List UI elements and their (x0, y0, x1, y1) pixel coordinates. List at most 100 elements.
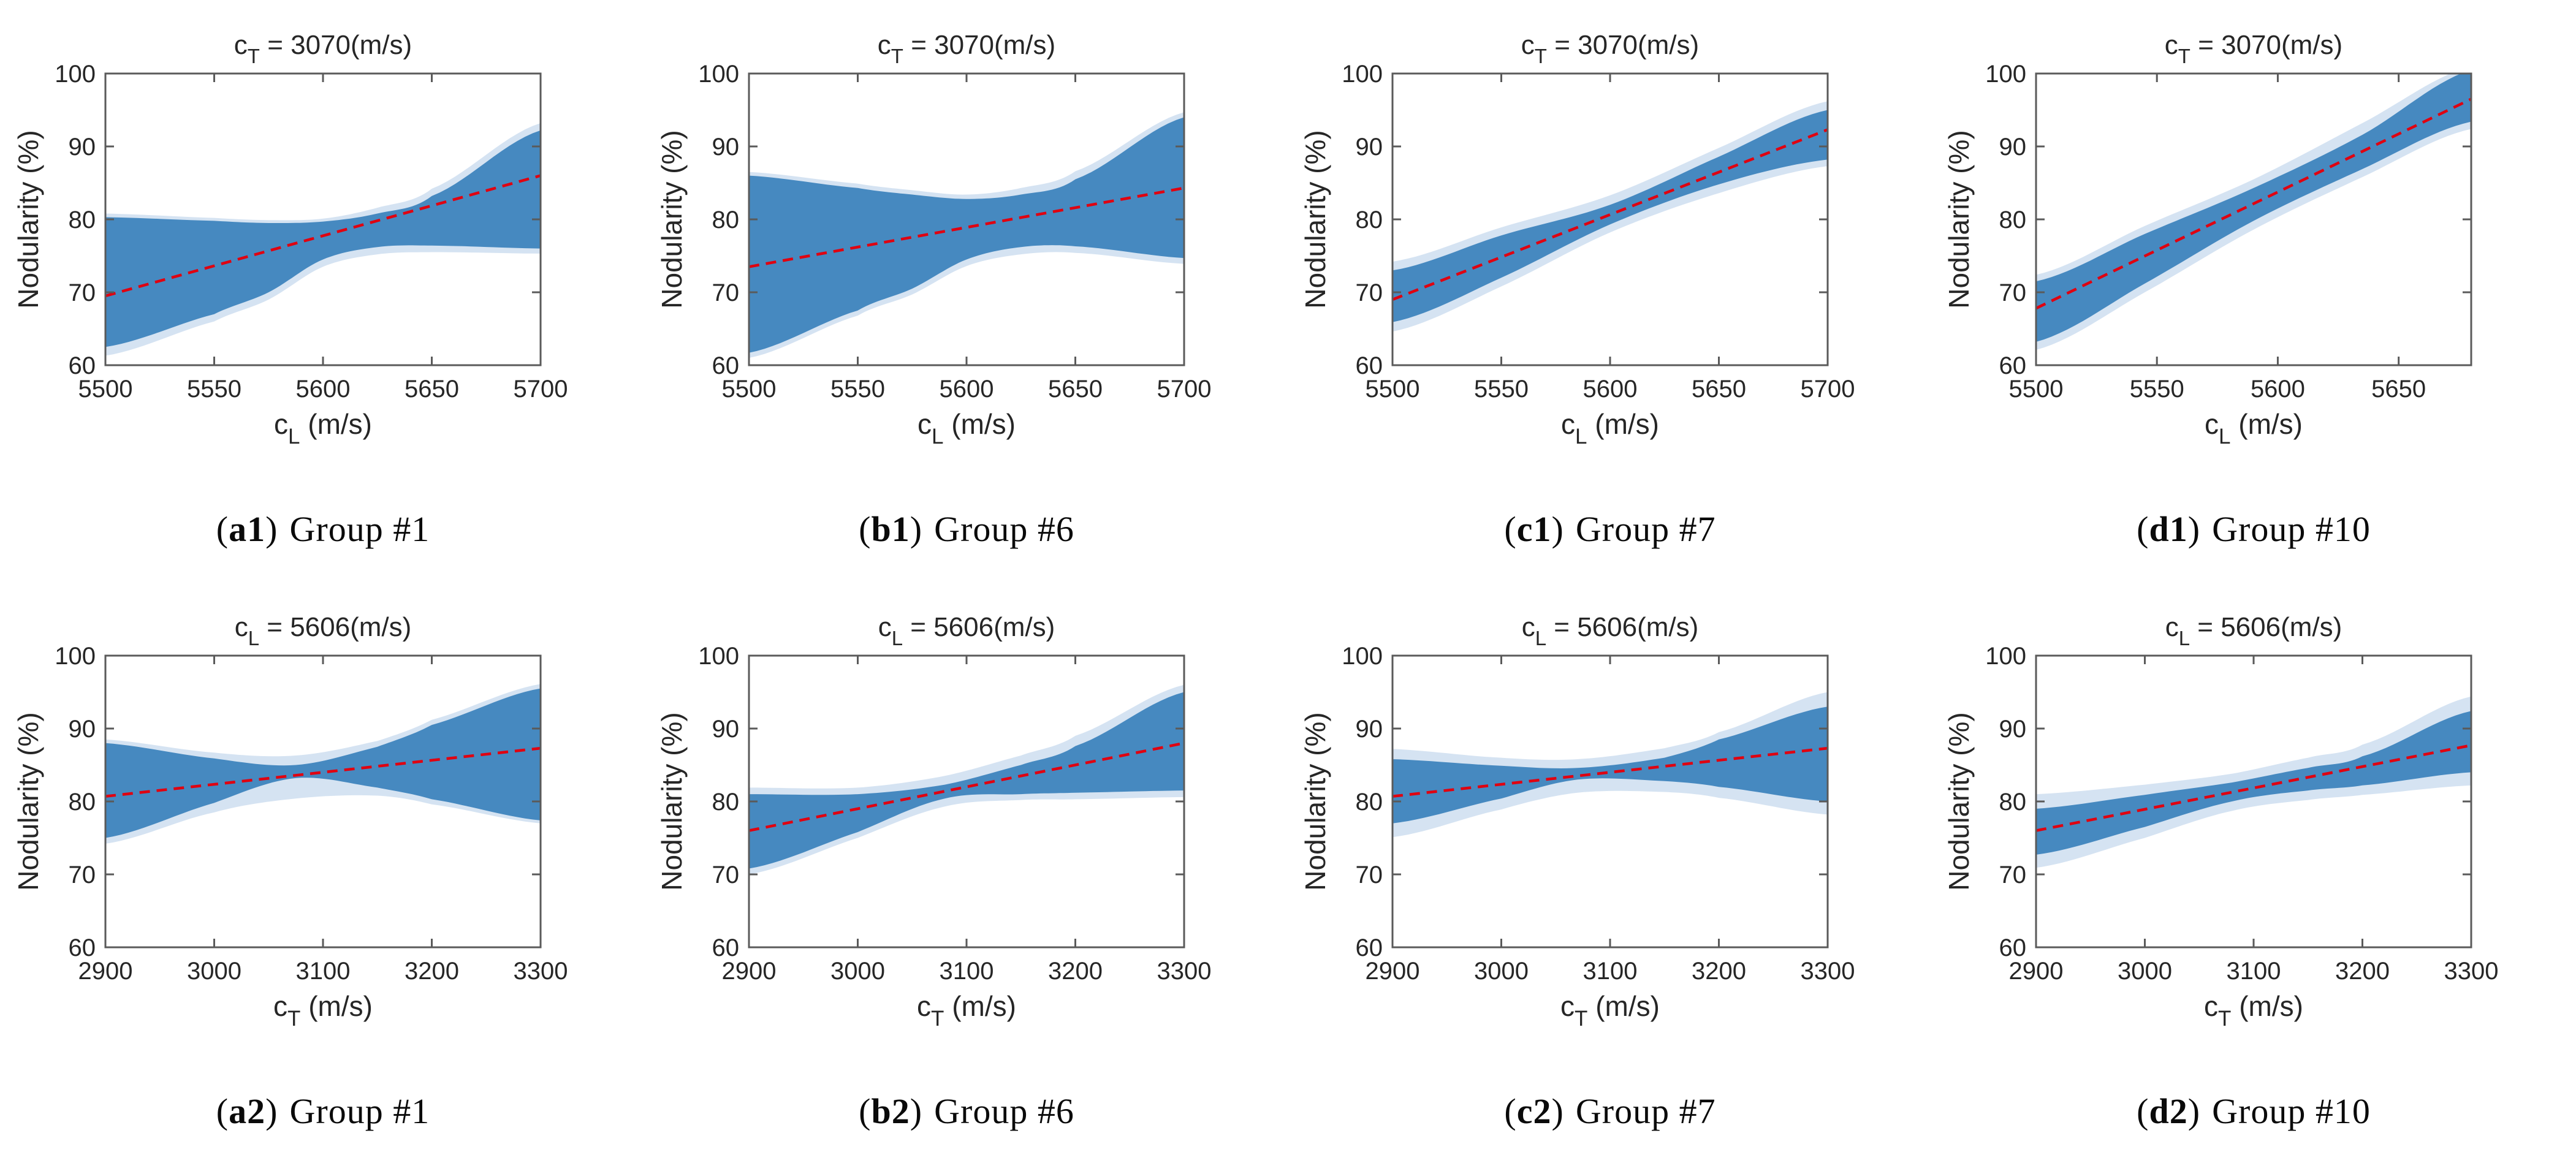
fit-line (105, 746, 541, 798)
caption-paren: ) (265, 509, 278, 549)
confidence-bands (1392, 692, 1828, 838)
subplot-caption-d1: (d1) Group #10 (1932, 471, 2575, 587)
y-tick-label: 70 (1999, 862, 2027, 888)
x-tick-label: 3100 (1583, 958, 1638, 985)
caption-paren: ( (216, 509, 229, 549)
caption-label: d2 (2149, 1091, 2188, 1131)
x-tick-label: 5500 (78, 376, 133, 403)
x-tick-label: 5550 (1474, 376, 1529, 403)
y-tick-label: 60 (1356, 352, 1383, 379)
x-tick-label: 5500 (722, 376, 777, 403)
y-tick-label: 80 (712, 789, 740, 816)
y-tick-label: 90 (1999, 134, 2027, 161)
y-tick-label: 60 (69, 352, 96, 379)
caption-label: c2 (1516, 1091, 1552, 1131)
y-tick-label: 60 (712, 934, 740, 961)
subplot-c2: 2900 3000 3100 3200 3300 60 70 80 90 100 cL = 5606… (1288, 587, 1932, 1053)
x-axis-label: cT (m/s) (273, 990, 373, 1031)
x-tick-label: 3200 (2335, 958, 2390, 985)
x-tick-label: 5650 (1048, 376, 1103, 403)
x-tick-label: 3300 (1157, 958, 1212, 985)
confidence-bands (105, 684, 541, 844)
figure-grid: 5500 5550 5600 5650 5700 60 70 80 90 100 cT = 3070… (1, 5, 2576, 1169)
y-tick-label: 80 (1999, 789, 2027, 816)
plot-axes (2035, 654, 2472, 949)
y-tick-label: 60 (69, 934, 96, 961)
subplot-c1: 5500 5550 5600 5650 5700 60 70 80 90 100 cT = 3070… (1288, 5, 1932, 471)
subplot-d2: 2900 3000 3100 3200 3300 60 70 80 90 100 cL = 5606… (1932, 587, 2575, 1053)
x-tick-label: 5650 (2371, 376, 2426, 403)
x-tick-label: 3200 (1048, 958, 1103, 985)
subplot-caption-c2: (c2) Group #7 (1288, 1053, 1932, 1169)
confidence-bands (105, 123, 541, 356)
caption-paren: ) (265, 1091, 278, 1131)
y-tick-label: 80 (712, 206, 740, 233)
caption-label: a1 (229, 509, 266, 549)
y-tick-label: 90 (1999, 716, 2027, 743)
y-axis-label: Nodularity (%) (656, 130, 688, 308)
subplot-b1: 5500 5550 5600 5650 5700 60 70 80 90 100 cT = 3070… (645, 5, 1288, 471)
y-tick-label: 70 (1356, 862, 1383, 888)
x-tick-label: 5650 (1692, 376, 1746, 403)
y-tick-label: 90 (712, 134, 740, 161)
caption-text: Group #7 (1575, 509, 1716, 549)
x-tick-label: 3000 (830, 958, 885, 985)
caption-text: Group #7 (1575, 1091, 1716, 1131)
chart-canvas-c1: 5500 5550 5600 5650 5700 60 70 80 90 100 cT = 3070… (1299, 30, 1855, 449)
caption-text: Group #1 (289, 509, 430, 549)
confidence-band-inner (2036, 74, 2471, 342)
confidence-band-inner (105, 130, 541, 347)
confidence-band-inner (105, 688, 541, 838)
caption-paren: ) (2187, 1091, 2201, 1131)
y-tick-label: 70 (712, 862, 740, 888)
fit-line (1392, 746, 1828, 798)
caption-text: Group #10 (2212, 1091, 2371, 1131)
chart-canvas-b1: 5500 5550 5600 5650 5700 60 70 80 90 100 cT = 3070… (656, 30, 1212, 449)
chart-canvas-c2: 2900 3000 3100 3200 3300 60 70 80 90 100 cL = 5606… (1299, 612, 1855, 1031)
y-tick-label: 70 (1999, 279, 2027, 306)
y-tick-label: 60 (1999, 352, 2027, 379)
confidence-bands (2036, 696, 2471, 868)
x-axis-label: cT (m/s) (1560, 990, 1660, 1031)
y-tick-label: 100 (698, 643, 739, 670)
x-tick-label: 5550 (830, 376, 885, 403)
y-tick-label: 70 (69, 279, 96, 306)
subplot-caption-a2: (a2) Group #1 (1, 1053, 645, 1169)
x-tick-label: 3200 (405, 958, 459, 985)
confidence-bands (749, 684, 1184, 874)
x-tick-label: 2900 (1366, 958, 1420, 985)
fit-line (749, 186, 1184, 268)
confidence-bands (2036, 74, 2471, 350)
subplot-caption-b1: (b1) Group #6 (645, 471, 1288, 587)
y-tick-label: 80 (69, 206, 96, 233)
x-tick-label: 5700 (1157, 376, 1212, 403)
caption-label: c1 (1516, 509, 1552, 549)
caption-paren: ( (1504, 509, 1517, 549)
subplot-caption-c1: (c1) Group #7 (1288, 471, 1932, 587)
x-tick-label: 5550 (187, 376, 241, 403)
subplot-a1: 5500 5550 5600 5650 5700 60 70 80 90 100 cT = 3070… (1, 5, 645, 471)
x-tick-label: 5500 (2009, 376, 2064, 403)
chart-canvas-d1: 5500 5550 5600 5650 60 70 80 90 100 cT = 3070(m/s… (1943, 30, 2472, 449)
y-tick-label: 60 (712, 352, 740, 379)
subplot-a2: 2900 3000 3100 3200 3300 60 70 80 90 100 cL = 5606… (1, 587, 645, 1053)
confidence-band-outer (1392, 692, 1828, 838)
y-tick-label: 100 (1985, 643, 2026, 670)
y-tick-label: 60 (1999, 934, 2027, 961)
x-tick-label: 3000 (2118, 958, 2172, 985)
y-tick-label: 70 (1356, 279, 1383, 306)
fit-line (105, 174, 541, 298)
y-tick-label: 80 (1356, 789, 1383, 816)
y-tick-label: 90 (1356, 134, 1383, 161)
caption-paren: ) (1551, 1091, 1564, 1131)
x-tick-label: 2900 (78, 958, 133, 985)
x-tick-label: 3000 (187, 958, 241, 985)
x-axis-label: cL (m/s) (1561, 408, 1659, 449)
x-tick-label: 5550 (2130, 376, 2184, 403)
plot-title: cT = 3070(m/s) (234, 30, 412, 67)
plot-title: cT = 3070(m/s) (878, 30, 1055, 67)
y-tick-label: 90 (69, 134, 96, 161)
x-axis-label: cL (m/s) (274, 408, 372, 449)
fit-line (2036, 97, 2471, 310)
